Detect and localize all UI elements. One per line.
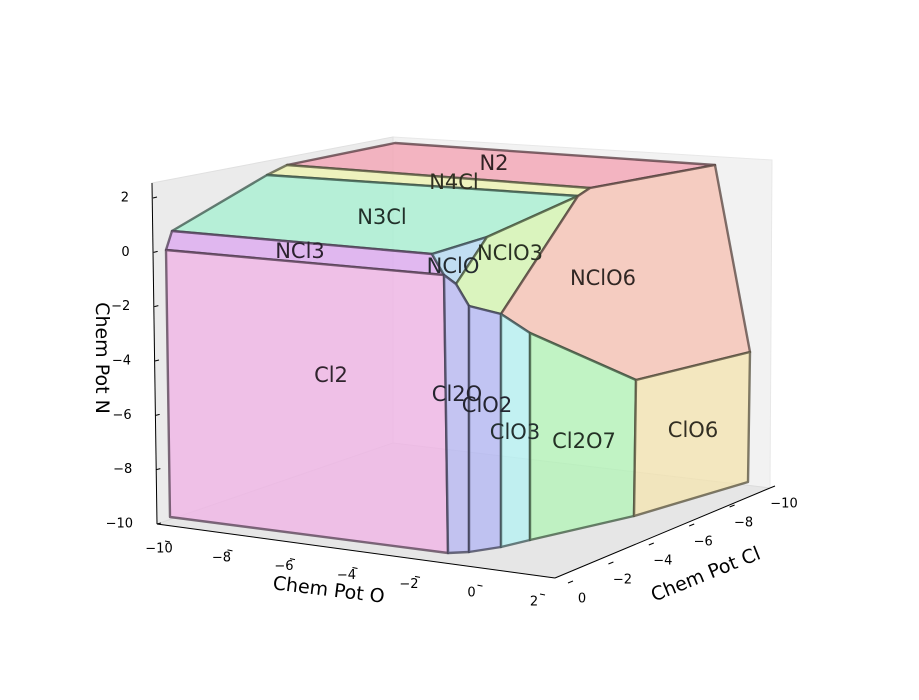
- x-tick: [414, 575, 421, 578]
- region-label-n3cl: N3Cl: [357, 205, 407, 229]
- x-tick-label: 0: [467, 586, 475, 601]
- z-tick: [153, 250, 158, 253]
- ticks-layer: 2 0 −2 −4 −6 −8 −10 −10 −8 −6 −4 −2 0 2 0 −2 −4 −6 −8 −10: [106, 191, 798, 610]
- x-axis-label: Chem Pot O: [272, 572, 386, 608]
- z-tick: [156, 468, 161, 471]
- region-label-clo3: ClO3: [490, 420, 540, 444]
- region-label-cl2o7: Cl2O7: [552, 429, 616, 453]
- region-clo6: [632, 350, 752, 518]
- y-tick: [689, 523, 695, 527]
- region-label-nclo3: NClO3: [477, 241, 543, 265]
- z-tick-label: −4: [112, 354, 131, 369]
- z-tick: [155, 413, 160, 416]
- y-tick-label: 0: [578, 592, 586, 607]
- x-tick: [164, 540, 171, 543]
- y-axis-line: [554, 487, 771, 579]
- y-tick-label: −4: [653, 554, 672, 569]
- x-tick-label: −10: [145, 542, 172, 557]
- region-cl2: [164, 248, 450, 555]
- z-tick-label: −10: [106, 517, 133, 532]
- y-tick-label: −10: [770, 497, 797, 512]
- region-label-ncl3: NCl3: [275, 239, 325, 263]
- z-tick: [154, 305, 159, 308]
- region-label-nclo: NClO: [427, 254, 480, 278]
- region-label-clo6: ClO6: [668, 418, 718, 442]
- z-tick-label: −8: [113, 462, 132, 477]
- y-tick: [769, 485, 776, 489]
- regions-layer: [164, 141, 752, 555]
- z-tick: [154, 359, 160, 362]
- y-tick-label: −8: [734, 516, 753, 531]
- region-label-n2: N2: [479, 151, 508, 175]
- x-tick: [352, 567, 358, 569]
- x-tick: [477, 584, 483, 587]
- region-label-cl2o: Cl2O: [432, 382, 482, 406]
- x-tick: [289, 558, 296, 561]
- x-tick-label: −8: [212, 550, 231, 565]
- z-axis-label: Chem Pot N: [91, 302, 113, 414]
- y-tick-label: −6: [694, 535, 713, 550]
- z-tick-label: 0: [121, 245, 129, 260]
- region-label-cl2: Cl2: [314, 363, 348, 387]
- z-tick-label: −6: [112, 408, 131, 423]
- region-label-nclo6: NClO6: [570, 266, 636, 290]
- x-tick-label: −2: [399, 577, 418, 592]
- x-axis-line: [156, 523, 556, 579]
- x-tick: [227, 549, 233, 552]
- z-tick-label: 2: [121, 191, 129, 206]
- x-tick-label: −6: [274, 559, 293, 574]
- z-tick: [152, 196, 158, 199]
- region-label-clo2: ClO2: [462, 393, 512, 417]
- axis-lines: [151, 182, 771, 579]
- x-tick-label: 2: [530, 595, 538, 610]
- y-tick: [567, 580, 574, 584]
- x-tick-label: −4: [337, 568, 356, 583]
- y-tick: [729, 504, 735, 508]
- x-tick: [539, 593, 546, 596]
- y-axis-label: Chem Pot Cl: [648, 543, 764, 607]
- z-tick-label: −2: [111, 299, 130, 314]
- y-tick: [608, 561, 614, 565]
- z-tick: [156, 522, 162, 525]
- z-axis-line: [151, 182, 158, 525]
- region-label-n4cl: N4Cl: [429, 170, 479, 194]
- y-tick-label: −2: [613, 573, 632, 588]
- y-tick: [648, 542, 654, 546]
